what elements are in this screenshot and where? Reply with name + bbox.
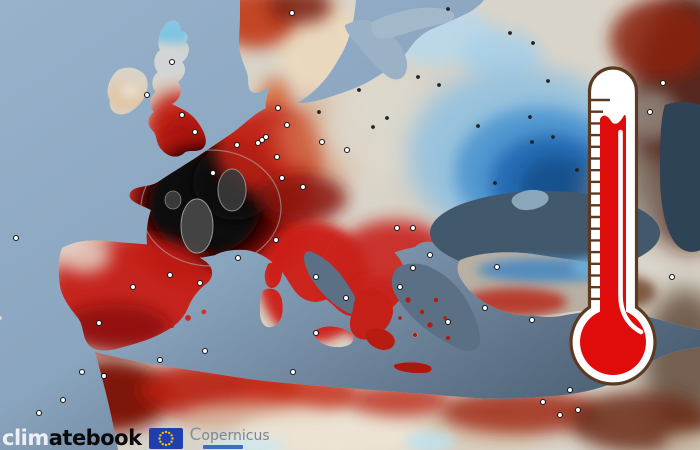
station-dot	[273, 153, 281, 161]
station-dot	[201, 347, 209, 355]
station-dot	[168, 58, 176, 66]
station-dot	[299, 183, 307, 191]
copernicus-tagline-bar	[202, 445, 243, 449]
thermometer-mercury-bulb	[580, 309, 646, 375]
station-dot	[156, 356, 164, 364]
station-dot	[59, 396, 67, 404]
eu-flag-icon	[148, 427, 183, 449]
station-dot	[312, 329, 320, 337]
station-dot	[371, 125, 375, 129]
station-dot	[426, 251, 434, 259]
station-dot	[528, 316, 536, 324]
station-dot	[409, 224, 417, 232]
station-dot	[396, 283, 404, 291]
station-dot	[493, 181, 497, 185]
station-dot	[566, 386, 574, 394]
copernicus-logo: Copernicus	[190, 427, 270, 449]
station-dot	[143, 91, 151, 99]
station-dot	[317, 110, 321, 114]
station-dot	[12, 234, 20, 242]
thermometer-highlight	[618, 129, 644, 335]
station-dot	[272, 236, 280, 244]
station-dot	[95, 319, 103, 327]
station-dot	[551, 135, 555, 139]
station-dot	[283, 121, 291, 129]
station-dot	[357, 88, 361, 92]
station-dot	[274, 104, 282, 112]
station-dot	[100, 372, 108, 380]
aegean-islands	[398, 297, 451, 341]
station-dot	[574, 406, 582, 414]
station-dot	[528, 115, 532, 119]
caspian-sea	[660, 101, 700, 252]
station-dot	[531, 41, 535, 45]
station-dot	[262, 133, 270, 141]
station-dot	[209, 169, 217, 177]
thermometer-icon	[569, 66, 657, 386]
station-dot	[476, 124, 480, 128]
climatebook-wordmark: climatebook	[2, 425, 142, 450]
station-dot	[196, 279, 204, 287]
station-dot	[437, 83, 441, 87]
station-dot	[530, 140, 534, 144]
station-dot	[393, 224, 401, 232]
station-dot	[646, 108, 654, 116]
station-dot	[668, 273, 676, 281]
station-dot	[446, 7, 450, 11]
station-dot	[659, 79, 667, 87]
station-dot	[342, 294, 350, 302]
station-dot	[385, 116, 389, 120]
station-dot	[493, 263, 501, 271]
station-dot	[288, 9, 296, 17]
aegean-sea	[391, 263, 481, 352]
station-dot	[178, 111, 186, 119]
baltic-sea	[345, 19, 408, 80]
wordmark-light-part: clim	[2, 425, 49, 450]
station-dot	[575, 168, 579, 172]
station-dot	[278, 174, 286, 182]
crete-island	[393, 362, 432, 374]
station-dot	[539, 398, 547, 406]
copernicus-name: opernicus	[201, 428, 270, 444]
station-dot	[481, 304, 489, 312]
watermark: climatebook Copernicus	[2, 427, 270, 449]
wordmark-dark-part: atebook	[48, 425, 142, 450]
station-dot	[508, 31, 512, 35]
station-dot	[254, 139, 262, 147]
station-dot	[318, 138, 326, 146]
station-dot	[78, 368, 86, 376]
station-dot	[191, 128, 199, 136]
station-dot	[35, 409, 43, 417]
station-dot	[409, 264, 417, 272]
station-dots	[12, 7, 676, 419]
station-dot	[343, 146, 351, 154]
station-dot	[289, 368, 297, 376]
station-dot	[233, 141, 241, 149]
station-dot	[234, 254, 242, 262]
station-dot	[444, 318, 452, 326]
station-dot	[546, 79, 550, 83]
station-dot	[312, 273, 320, 281]
greece-landmass	[350, 288, 393, 340]
station-dot	[416, 75, 420, 79]
station-dot	[556, 411, 564, 419]
copernicus-initial: C	[189, 425, 202, 445]
gulf-of-finland	[371, 7, 455, 39]
station-dot	[129, 283, 137, 291]
station-dot	[166, 271, 174, 279]
station-dot	[258, 136, 266, 144]
crimea-peninsula	[511, 189, 549, 211]
